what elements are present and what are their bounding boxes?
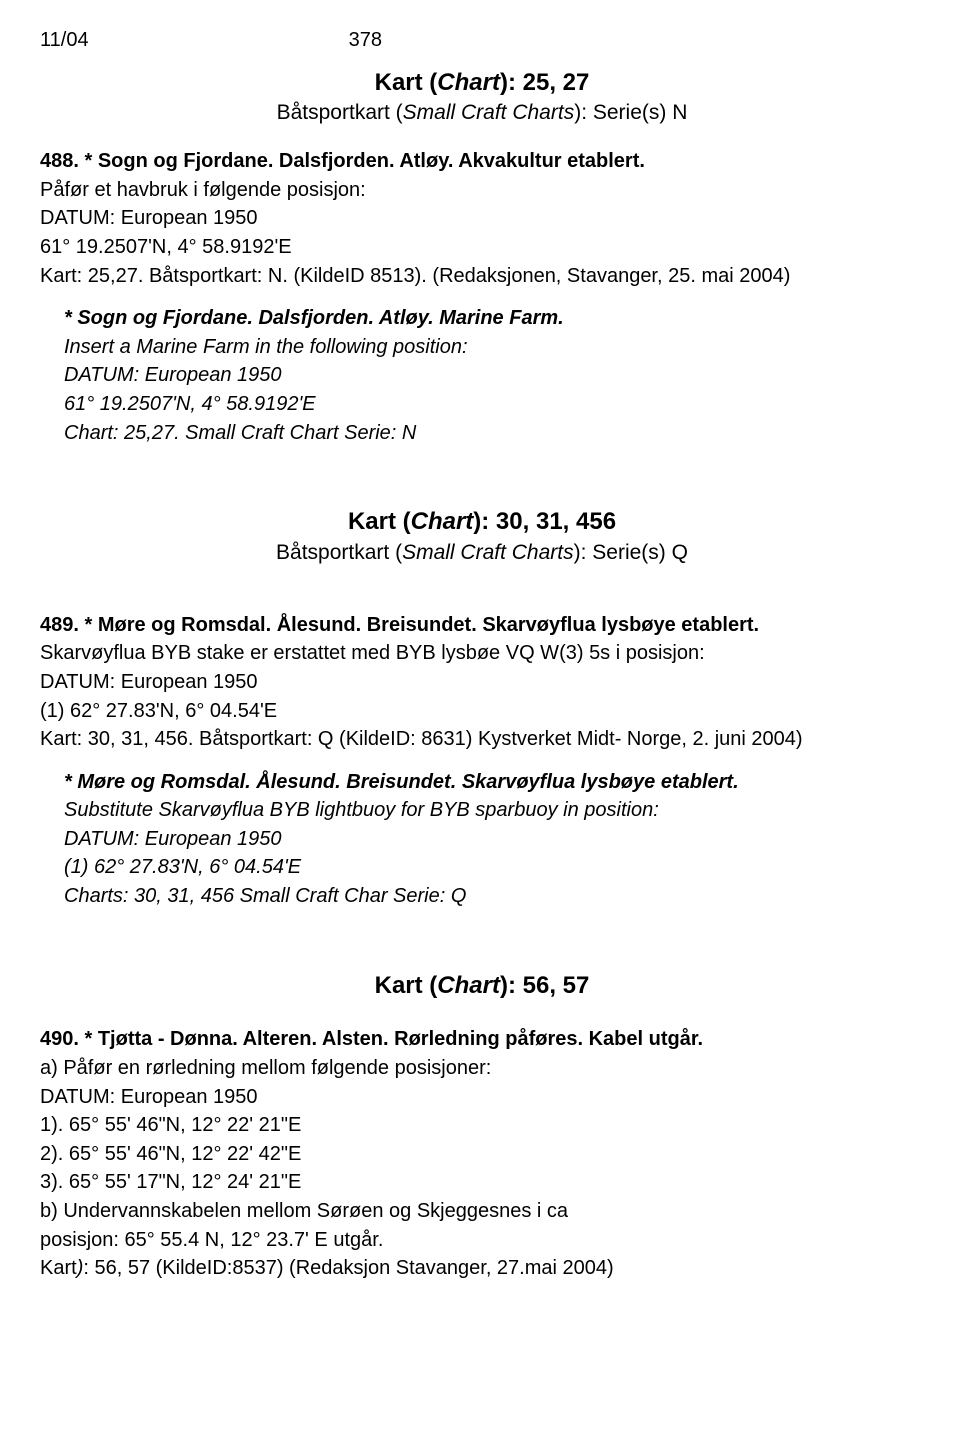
sub-italic: Small Craft Charts — [403, 101, 575, 124]
block1-subtitle: Båtsportkart (Small Craft Charts): Serie… — [40, 100, 924, 127]
block2-en-l3: (1) 62° 27.83'N, 6° 04.54'E — [40, 855, 924, 881]
title-italic: Chart — [411, 508, 474, 535]
header-left: 11/04 — [40, 28, 89, 54]
block2-no-l1: Skarvøyflua BYB stake er erstattet med B… — [40, 641, 924, 667]
block1-no-l4: Kart: 25,27. Båtsportkart: N. (KildeID 8… — [40, 264, 924, 290]
block1-no-l2: DATUM: European 1950 — [40, 206, 924, 232]
sub-italic: Small Craft Charts — [402, 541, 574, 564]
l8a: Kart — [40, 1257, 77, 1279]
block2-no-l3: (1) 62° 27.83'N, 6° 04.54'E — [40, 699, 924, 725]
block3-title: Kart (Chart): 56, 57 — [40, 971, 924, 1002]
title-plain: Kart ( — [375, 69, 438, 96]
title-italic: Chart — [437, 972, 500, 999]
sub-plain: Båtsportkart ( — [277, 101, 403, 124]
block2-en-l1: Substitute Skarvøyflua BYB lightbuoy for… — [40, 798, 924, 824]
block3-no-l4: 2). 65° 55' 46"N, 12° 22' 42"E — [40, 1142, 924, 1168]
header-right: 378 — [349, 28, 382, 54]
block2-en-head: * Møre og Romsdal. Ålesund. Breisundet. … — [40, 770, 924, 796]
block1-en-head: * Sogn og Fjordane. Dalsfjorden. Atløy. … — [40, 306, 924, 332]
block3-no-l7: posisjon: 65° 55.4 N, 12° 23.7' E utgår. — [40, 1228, 924, 1254]
block3-no-l1: a) Påfør en rørledning mellom følgende p… — [40, 1056, 924, 1082]
block1-en-l4: Chart: 25,27. Small Craft Chart Serie: N — [40, 421, 924, 447]
block2-no-l4: Kart: 30, 31, 456. Båtsportkart: Q (Kild… — [40, 727, 924, 753]
block2-en-l4: Charts: 30, 31, 456 Small Craft Char Ser… — [40, 884, 924, 910]
block3-no-l3: 1). 65° 55' 46"N, 12° 22' 21"E — [40, 1113, 924, 1139]
block1-no-l1: Påfør et havbruk i følgende posisjon: — [40, 178, 924, 204]
sub-plain2: ): Serie(s) N — [574, 101, 687, 124]
title-italic: Chart — [437, 69, 500, 96]
block3-no-head: 490. * Tjøtta - Dønna. Alteren. Alsten. … — [40, 1027, 924, 1053]
title-plain2: ): 30, 31, 456 — [473, 508, 616, 535]
block3-no-l8: Kart): 56, 57 (KildeID:8537) (Redaksjon … — [40, 1256, 924, 1282]
block3-no-l6: b) Undervannskabelen mellom Sørøen og Sk… — [40, 1199, 924, 1225]
block1-title: Kart (Chart): 25, 27 — [40, 68, 924, 99]
block1-no-l3: 61° 19.2507'N, 4° 58.9192'E — [40, 235, 924, 261]
block2-no-l2: DATUM: European 1950 — [40, 670, 924, 696]
block2-subtitle: Båtsportkart (Small Craft Charts): Serie… — [40, 540, 924, 567]
block2-title: Kart (Chart): 30, 31, 456 — [40, 507, 924, 538]
page-header: 11/04 378 — [40, 28, 924, 54]
block2-en-l2: DATUM: European 1950 — [40, 827, 924, 853]
block1-en-l2: DATUM: European 1950 — [40, 363, 924, 389]
title-plain: Kart ( — [375, 972, 438, 999]
title-plain2: ): 25, 27 — [500, 69, 589, 96]
sub-plain: Båtsportkart ( — [276, 541, 402, 564]
title-plain2: ): 56, 57 — [500, 972, 589, 999]
block1-no-head: 488. * Sogn og Fjordane. Dalsfjorden. At… — [40, 149, 924, 175]
block1-en-l3: 61° 19.2507'N, 4° 58.9192'E — [40, 392, 924, 418]
block1-en-l1: Insert a Marine Farm in the following po… — [40, 335, 924, 361]
sub-plain2: ): Serie(s) Q — [574, 541, 688, 564]
block3-no-l2: DATUM: European 1950 — [40, 1085, 924, 1111]
title-plain: Kart ( — [348, 508, 411, 535]
block3-no-l5: 3). 65° 55' 17"N, 12° 24' 21"E — [40, 1170, 924, 1196]
block2-no-head: 489. * Møre og Romsdal. Ålesund. Breisun… — [40, 613, 924, 639]
l8c: : 56, 57 (KildeID:8537) (Redaksjon Stava… — [83, 1257, 613, 1279]
